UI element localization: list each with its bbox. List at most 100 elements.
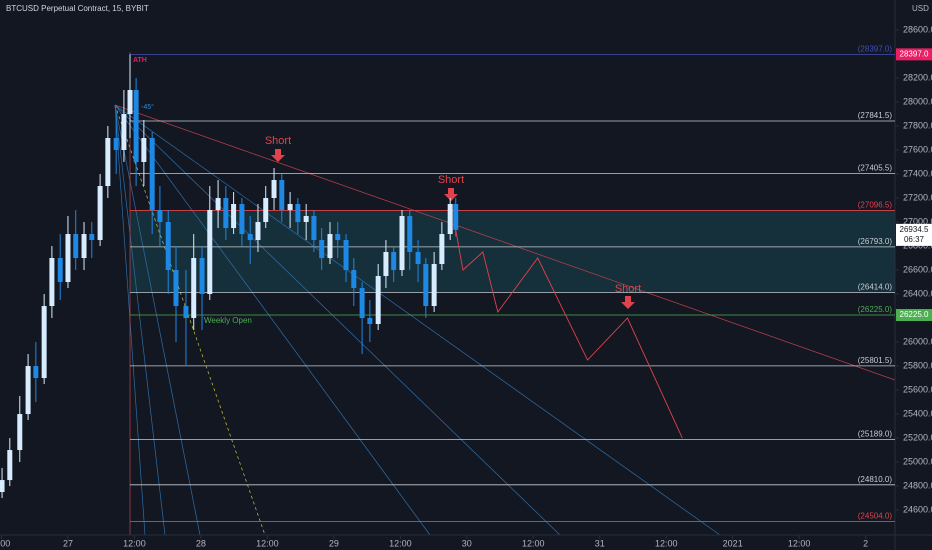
candle-body xyxy=(105,138,111,187)
level-label: (26225.0) xyxy=(858,305,893,314)
candle-body xyxy=(399,216,405,271)
y-tick-label: 25400.0 xyxy=(903,408,932,418)
annotation: ATH xyxy=(133,57,147,64)
y-tick-label: 24600.0 xyxy=(903,504,932,514)
candle-body xyxy=(223,198,229,229)
candle-body xyxy=(17,414,23,451)
candle-body xyxy=(127,90,133,115)
level-label: (28397.0) xyxy=(858,44,893,53)
candle-body xyxy=(351,270,357,289)
candle-body xyxy=(431,264,437,307)
candle-body xyxy=(327,234,333,259)
price-tag xyxy=(896,223,932,246)
annotation: Short xyxy=(615,283,641,295)
y-tick-label: 28600.0 xyxy=(903,24,932,34)
candle-body xyxy=(121,114,127,151)
y-axis-label: USD xyxy=(912,4,929,13)
candle-body xyxy=(439,234,445,265)
candle-body xyxy=(407,216,413,253)
fan-line xyxy=(114,104,721,536)
x-tick-label: 31 xyxy=(595,538,605,548)
fan-line xyxy=(114,104,201,536)
candle-body xyxy=(33,366,39,379)
candle-body xyxy=(73,234,79,259)
candle-body xyxy=(231,204,237,229)
candle-body xyxy=(295,204,301,223)
arrow xyxy=(621,296,635,309)
candle-body xyxy=(287,204,293,211)
price-tag-label: 26934.5 xyxy=(900,225,929,234)
candle-body xyxy=(97,186,103,241)
fan-line xyxy=(114,104,561,536)
level-label: (26414.0) xyxy=(858,282,893,291)
y-tick-label: 28000.0 xyxy=(903,96,932,106)
x-tick-label: 12:00 xyxy=(655,538,678,548)
level-label: (25189.0) xyxy=(858,429,893,438)
candle-body xyxy=(173,270,179,307)
candle-body xyxy=(415,252,421,265)
annotation: -45° xyxy=(141,103,154,111)
candle-body xyxy=(165,222,171,271)
candle-body xyxy=(247,234,253,241)
arrow xyxy=(444,188,458,201)
candle-body xyxy=(25,366,31,415)
candle-body xyxy=(149,138,155,211)
y-tick-label: 25000.0 xyxy=(903,456,932,466)
candle-body xyxy=(199,258,205,295)
price-tag-label: 26225.0 xyxy=(900,310,929,319)
candle-body xyxy=(133,90,139,163)
y-tick-label: 27000.0 xyxy=(903,216,932,226)
y-tick-label: 25600.0 xyxy=(903,384,932,394)
candle-body xyxy=(239,204,245,235)
y-tick-label: 25800.0 xyxy=(903,360,932,370)
arrow xyxy=(271,149,285,162)
x-tick-label: 2021 xyxy=(723,538,743,548)
price-tag xyxy=(896,48,932,61)
y-tick-label: 25200.0 xyxy=(903,432,932,442)
x-tick-label: 2 xyxy=(863,538,868,548)
candle-body xyxy=(453,204,459,230)
candle-body xyxy=(215,198,221,211)
y-tick-label: 24800.0 xyxy=(903,480,932,490)
annotation: Weekly Open xyxy=(204,316,252,325)
candle-body xyxy=(335,234,341,241)
candle-body xyxy=(423,264,429,307)
candle-body xyxy=(279,180,285,211)
x-tick-label: 30 xyxy=(462,538,472,548)
candle-body xyxy=(207,210,213,295)
candle-body xyxy=(391,252,397,271)
chart-title: BTCUSD Perpetual Contract, 15, BYBIT xyxy=(6,4,149,13)
candle-body xyxy=(65,234,71,283)
x-tick-label: 28 xyxy=(196,538,206,548)
x-tick-label: 12:00 xyxy=(256,538,279,548)
candle-body xyxy=(0,480,5,493)
candle-body xyxy=(343,240,349,271)
level-label: (27841.5) xyxy=(858,111,893,120)
candle-body xyxy=(81,234,87,259)
level-label: (26793.0) xyxy=(858,237,893,246)
y-tick-label: 26000.0 xyxy=(903,336,932,346)
x-tick-label: 12:00 xyxy=(389,538,412,548)
y-tick-label: 26600.0 xyxy=(903,264,932,274)
candle-body xyxy=(271,180,277,199)
candle-body xyxy=(113,138,119,151)
arrows xyxy=(271,149,635,309)
level-label: (27405.5) xyxy=(858,163,893,172)
fan-line xyxy=(114,104,166,536)
projection-path xyxy=(455,229,683,439)
x-tick-label: 27 xyxy=(63,538,73,548)
price-tag xyxy=(896,309,932,322)
x-tick-label: 2:00 xyxy=(0,538,10,548)
level-label: (24810.0) xyxy=(858,475,893,484)
candle-body xyxy=(41,306,47,379)
candle-body xyxy=(263,198,269,223)
candle-body xyxy=(141,138,147,163)
y-tick-label: 27600.0 xyxy=(903,144,932,154)
candle-body xyxy=(49,258,55,307)
level-label: (25801.5) xyxy=(858,356,893,365)
x-tick-label: 12:00 xyxy=(123,538,146,548)
candle-body xyxy=(303,216,309,223)
x-tick-label: 12:00 xyxy=(522,538,545,548)
candle-body xyxy=(7,450,13,481)
